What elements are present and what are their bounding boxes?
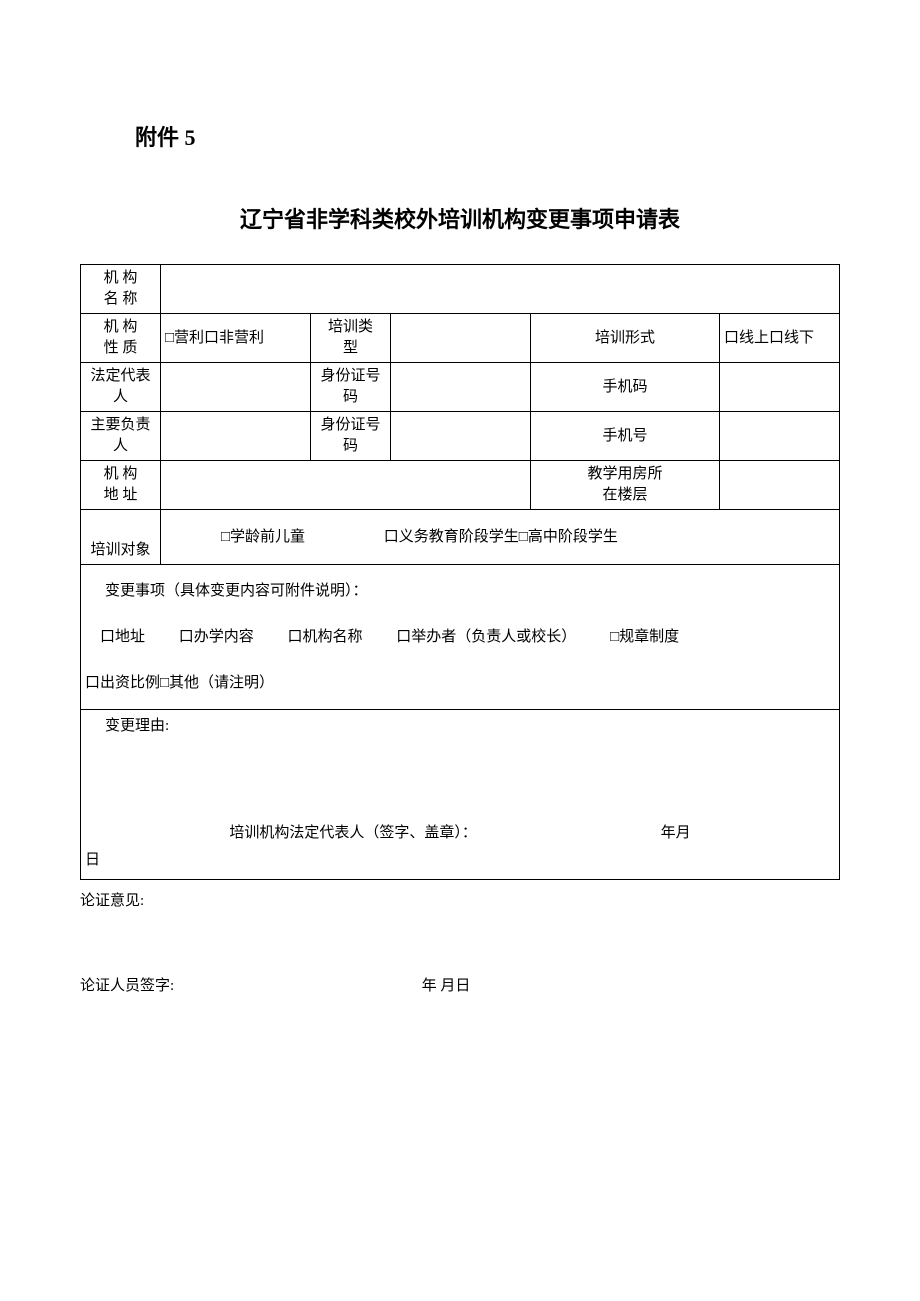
row-org-name: 机 构 名 称 [81,265,840,314]
row-training-target: 培训对象 □学龄前儿童 口义务教育阶段学生□高中阶段学生 [81,510,840,565]
row-change-items: 变更事项（具体变更内容可附件说明）： 口地址 口办学内容 口机构名称 口举办者（… [81,565,840,710]
input-training-target[interactable]: □学龄前儿童 口义务教育阶段学生□高中阶段学生 [161,510,840,565]
label-training-form: 培训形式 [531,314,720,363]
change-items-heading: 变更事项（具体变更内容可附件说明）： [85,573,835,609]
input-legal-rep-id[interactable] [391,363,531,412]
attachment-label: 附件 5 [135,120,840,152]
row-org-nature: 机 构 性 质 □营利口非营利 培训类 型 培训形式 口线上口线下 [81,314,840,363]
change-items-other[interactable]: 口出资比例□其他（请注明） [85,665,835,701]
input-principal-phone[interactable] [720,412,840,461]
label-principal: 主要负责 人 [81,412,161,461]
label-training-type: 培训类 型 [311,314,391,363]
verify-sign-line: 论证人员签字: 年 月日 [80,971,840,1001]
input-legal-rep-phone[interactable] [720,363,840,412]
row-change-reason: 变更理由: 培训机构法定代表人（签字、盖章）： 年月 日 [81,710,840,880]
form-title: 辽宁省非学科类校外培训机构变更事项申请表 [80,202,840,234]
input-principal-id[interactable] [391,412,531,461]
input-floor[interactable] [720,461,840,510]
input-training-form[interactable]: 口线上口线下 [720,314,840,363]
label-principal-id: 身份证号 码 [311,412,391,461]
label-org-nature: 机 构 性 质 [81,314,161,363]
row-principal: 主要负责 人 身份证号 码 手机号 [81,412,840,461]
input-address[interactable] [161,461,531,510]
below-table-section: 论证意见: 论证人员签字: 年 月日 [80,886,840,1001]
label-org-name: 机 构 名 称 [81,265,161,314]
label-legal-rep: 法定代表 人 [81,363,161,412]
input-training-type[interactable] [391,314,531,363]
verify-opinion-label: 论证意见: [80,886,840,916]
label-legal-rep-id: 身份证号 码 [311,363,391,412]
cell-change-items[interactable]: 变更事项（具体变更内容可附件说明）： 口地址 口办学内容 口机构名称 口举办者（… [81,565,840,710]
label-floor: 教学用房所 在楼层 [531,461,720,510]
row-legal-rep: 法定代表 人 身份证号 码 手机码 [81,363,840,412]
input-principal[interactable] [161,412,311,461]
label-principal-phone: 手机号 [531,412,720,461]
row-address: 机 构 地 址 教学用房所 在楼层 [81,461,840,510]
input-org-nature[interactable]: □营利口非营利 [161,314,311,363]
input-legal-rep[interactable] [161,363,311,412]
change-reason-label: 变更理由: [85,716,835,737]
application-form-table: 机 构 名 称 机 构 性 质 □营利口非营利 培训类 型 培训形式 口线上口线… [80,264,840,880]
cell-change-reason[interactable]: 变更理由: 培训机构法定代表人（签字、盖章）： 年月 日 [81,710,840,880]
signature-day: 日 [85,850,100,871]
input-org-name[interactable] [161,265,840,314]
label-address: 机 构 地 址 [81,461,161,510]
label-training-target: 培训对象 [81,510,161,565]
label-legal-rep-phone: 手机码 [531,363,720,412]
change-items-options[interactable]: 口地址 口办学内容 口机构名称 口举办者（负责人或校长） □规章制度 [85,619,835,655]
signature-line: 培训机构法定代表人（签字、盖章）： 年月 [81,823,839,844]
